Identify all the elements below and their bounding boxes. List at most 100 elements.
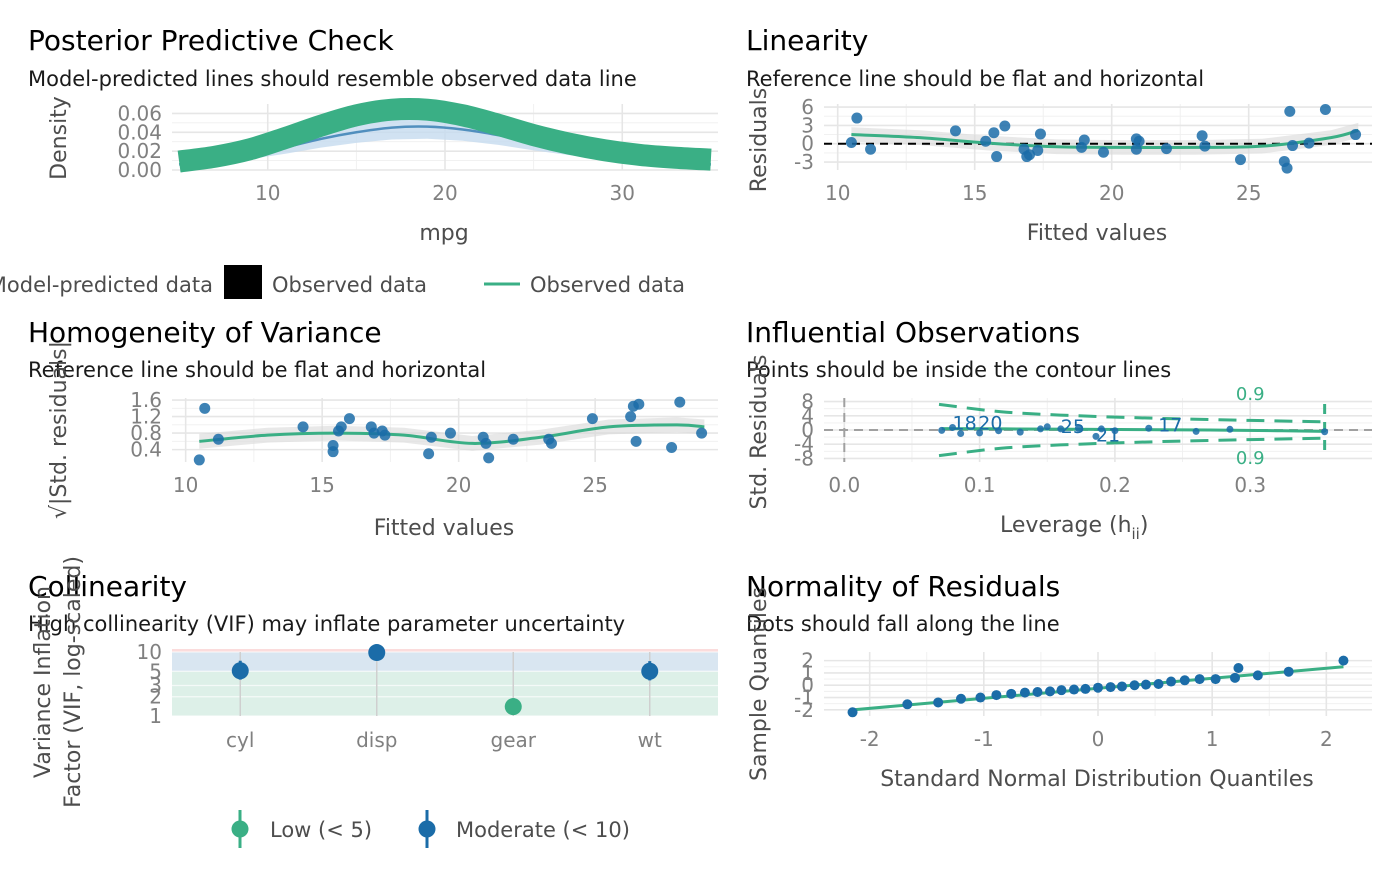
col-zone-moderate <box>172 652 718 672</box>
lin-x-tick-label: 10 <box>825 181 850 205</box>
inf-point <box>1074 424 1082 432</box>
ppc-title: Posterior Predictive Check <box>28 24 394 57</box>
homogeneity-plot-area: 10 15 20 25 0.40.81.21.6 <box>130 388 718 497</box>
lin-x-tick-label: 25 <box>1236 181 1261 205</box>
ppc-y-tick-label: 0.06 <box>117 101 162 125</box>
influential-x-axis-title-sub: ii <box>1132 525 1140 543</box>
nor-point <box>1116 681 1127 692</box>
nor-point <box>1230 672 1240 683</box>
nor-point <box>1093 682 1103 693</box>
lin-point <box>1199 140 1211 152</box>
hom-point <box>327 446 339 458</box>
lin-point <box>991 151 1003 163</box>
col-x-tick-label: gear <box>491 728 537 752</box>
nor-point <box>1194 674 1205 685</box>
nor-point <box>1080 683 1091 694</box>
col-y-tick-label: 2 <box>149 685 162 709</box>
nor-point <box>1166 676 1177 687</box>
col-y-tick-label: 1 <box>149 704 162 728</box>
nor-y-tick-label: 2 <box>801 649 814 673</box>
lin-point <box>1034 128 1046 140</box>
homogeneity-panel: Homogeneity of Variance Reference line s… <box>28 316 718 541</box>
hom-point <box>425 431 437 443</box>
nor-point <box>1252 670 1263 681</box>
hom-point <box>507 433 519 445</box>
nor-point <box>1045 686 1056 697</box>
nor-x-tick-label: -2 <box>860 727 880 751</box>
inf-point <box>938 426 946 434</box>
hom-point <box>666 442 678 454</box>
col-y-tick-label: 3 <box>149 673 162 697</box>
inf-x-tick-label: 0.3 <box>1234 473 1266 497</box>
nor-point <box>1210 674 1221 685</box>
ppc-y-axis-title: Density <box>47 96 72 180</box>
nor-x-tick-label: 2 <box>1320 727 1333 751</box>
hom-x-tick-label: 25 <box>582 473 607 497</box>
col-point-disp <box>368 644 386 662</box>
nor-point <box>1153 679 1164 689</box>
inf-contour-upper <box>938 402 1325 424</box>
nor-point <box>991 690 1002 701</box>
normality-title: Normality of Residuals <box>746 570 1060 603</box>
linearity-y-axis-title: Residuals <box>747 88 772 192</box>
legend-key-observed-box <box>224 265 262 299</box>
col-x-tick-label: disp <box>356 728 397 752</box>
lin-point <box>950 125 962 137</box>
nor-point <box>1032 687 1043 697</box>
inf-point <box>1016 428 1024 436</box>
inf-x-tick-label: 0.0 <box>828 473 860 497</box>
ppc-panel: Posterior Predictive Check Model-predict… <box>0 24 718 299</box>
collinearity-y-axis-title-line: Factor (VIF, log-scaled) <box>61 556 86 808</box>
col-point-gear <box>504 698 522 716</box>
inf-point-label: 21 <box>1096 425 1120 447</box>
inf-contour-lower <box>938 436 1325 458</box>
inf-point-label: 20 <box>978 413 1002 435</box>
hom-y-tick-label: 1.6 <box>130 388 162 412</box>
hom-point <box>212 433 224 445</box>
influential-y-axis-title: Std. Residuals <box>747 355 772 510</box>
ppc-subtitle: Model-predicted lines should resemble ob… <box>28 67 637 91</box>
influential-panel: Influential Observations Points should b… <box>746 316 1372 543</box>
hom-point <box>379 429 391 441</box>
col-x-tick-label: wt <box>638 728 662 752</box>
hom-point <box>625 411 637 423</box>
normality-panel: Normality of Residuals Dots should fall … <box>746 570 1372 792</box>
collinearity-y-axis-title-line: Variance Inflation <box>31 586 56 778</box>
lin-point <box>1161 143 1172 155</box>
lin-point <box>1196 130 1208 142</box>
nor-y-tick-label: 0 <box>801 673 814 697</box>
nor-point <box>975 692 986 703</box>
influential-title: Influential Observations <box>746 316 1080 349</box>
normality-y-axis-title: Sample Quantiles <box>747 587 772 781</box>
lin-point <box>1287 140 1299 152</box>
hom-point <box>199 402 211 414</box>
normality-subtitle: Dots should fall along the line <box>746 612 1060 636</box>
col-y-tick-label: 10 <box>137 640 162 664</box>
inf-point <box>1192 427 1200 435</box>
lin-point <box>1281 162 1293 174</box>
inf-point <box>1145 424 1153 432</box>
nor-point <box>1006 688 1017 699</box>
nor-point <box>1069 684 1080 695</box>
inf-y-tick-label: -4 <box>794 432 814 456</box>
hom-point <box>674 396 686 408</box>
influential-x-axis-title-main: Leverage (h <box>1000 513 1132 538</box>
normality-x-axis-title: Standard Normal Distribution Quantiles <box>880 767 1314 792</box>
homogeneity-subtitle: Reference line should be flat and horizo… <box>28 358 486 382</box>
inf-point <box>1321 428 1329 436</box>
homogeneity-x-axis-title: Fitted values <box>374 516 514 541</box>
collinearity-panel: Collinearity High collinearity (VIF) may… <box>28 556 718 848</box>
legend-label-moderate: Moderate (< 10) <box>456 818 630 842</box>
nor-point <box>1056 685 1067 696</box>
lin-point <box>1284 105 1296 117</box>
col-point-cyl <box>231 662 249 680</box>
nor-point <box>933 697 944 708</box>
linearity-subtitle: Reference line should be flat and horizo… <box>746 67 1204 91</box>
hom-point <box>444 427 456 439</box>
nor-point <box>1179 675 1190 686</box>
nor-y-tick-label: 1 <box>801 661 814 685</box>
inf-point <box>1092 432 1100 440</box>
